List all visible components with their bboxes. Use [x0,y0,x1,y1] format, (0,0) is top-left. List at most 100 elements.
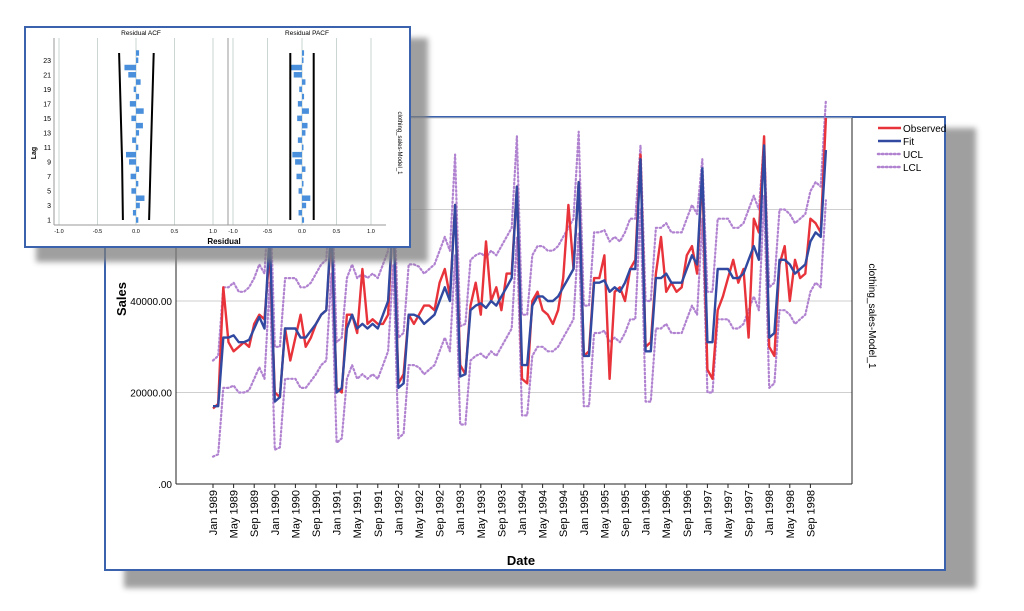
residual-bar [295,159,302,165]
series-line-fit [213,144,828,408]
x-tick-label: Sep 1997 [744,490,756,537]
residual-row-label: clothing_sales-Model_1 [396,111,402,175]
residual-bar [296,173,302,180]
residual-acf-pacf-panel: 1 3 5 7 9 11 13 15 17 19 21 23 Residual ACF -1.0 -0.5 0… [24,26,411,248]
legend-label-ucl: UCL [903,150,923,161]
residual-bar [302,108,309,114]
residual-bar [136,195,145,201]
residual-axis-label: Residual [207,237,240,246]
residual-bar [136,180,139,187]
residual-tick-label: -0.5 [263,229,272,235]
lag-tick-label: 17 [43,101,51,108]
legend-label-lcl: LCL [903,163,922,174]
x-tick-label: May 1994 [538,490,550,538]
y-axis-label: Sales [114,282,129,316]
x-axis-label: Date [507,553,535,568]
residual-bar [136,217,139,223]
x-tick-label: Sep 1990 [311,490,323,537]
residual-bar [299,86,302,93]
panel-residual-pacf: Residual PACF -1.0 -0.5 0.0 0.5 1.0 [227,30,386,235]
residual-tick-label: 0.0 [298,229,306,235]
residual-tick-label: 0.0 [132,229,140,235]
residual-bar [302,50,305,56]
x-tick-label: Jan 1998 [764,490,776,535]
residual-bar [132,137,136,143]
x-tick-label: Sep 1992 [435,490,447,537]
x-tick-label: Jan 1994 [517,490,529,535]
x-tick-label: Jan 1989 [208,490,220,535]
residual-bar [293,72,302,78]
residual-bar [133,86,136,93]
x-tick-label: Jan 1997 [702,490,714,535]
x-tick-label: Jan 1993 [455,490,467,535]
residual-bar [131,115,136,122]
x-tick-label: May 1997 [723,490,735,538]
residual-tick-label: -0.5 [93,229,102,235]
lag-tick-label: 9 [47,159,51,166]
lag-tick-label: 11 [44,145,51,152]
residual-bar [136,144,139,151]
residual-tick-label: 1.0 [209,229,217,235]
x-tick-label: Sep 1996 [682,490,694,537]
residual-bar [136,166,140,172]
x-tick-label: Jan 1992 [393,490,405,535]
panel-residual-acf: Residual ACF -1.0 -0.5 0.0 0.5 1.0 [53,30,228,235]
y-tick-label: 20000.00 [130,389,172,400]
x-tick-labels: Jan 1989 May 1989 Sep 1989 Jan 1990 May 1990… [208,484,817,538]
residual-bar [302,166,306,172]
x-tick-label: May 1993 [476,490,488,538]
residual-bar [136,57,139,64]
residual-bar [298,188,302,194]
residual-bar [302,130,306,136]
residual-bar [131,188,136,194]
x-tick-label: Sep 1994 [558,490,570,537]
legend: Observed Fit UCL LCL [876,124,946,174]
x-tick-label: May 1991 [352,490,364,538]
series-line-ucl [211,98,828,362]
residual-bar [289,64,302,71]
residual-bar [302,93,305,100]
x-tick-label: Jan 1995 [579,490,591,535]
lag-tick-label: 5 [47,188,51,195]
legend-label-observed: Observed [903,124,946,135]
residual-bar [302,217,305,223]
lag-tick-label: 23 [43,58,51,65]
residual-tick-label: -1.0 [228,229,237,235]
residual-bar [128,72,136,78]
residual-bar [136,79,141,85]
x-tick-label: Sep 1995 [620,490,632,537]
x-tick-label: Sep 1991 [373,490,385,537]
residual-bar [129,159,136,165]
residual-bar [129,101,136,107]
lag-tick-label: 19 [43,87,51,94]
residual-bar [136,50,140,56]
y-tick-label: .00 [158,480,172,491]
residual-bar [136,202,140,209]
panel-title: Residual ACF [121,30,161,37]
lag-tick-label: 7 [47,174,51,181]
residual-tick-label: 1.0 [367,229,375,235]
residual-bar [132,209,136,216]
x-tick-label: May 1998 [785,490,797,538]
x-tick-label: May 1996 [661,490,673,538]
residual-tick-label: 0.5 [333,229,341,235]
residual-bar [130,173,136,180]
lag-tick-label: 1 [47,218,51,225]
x-tick-label: May 1989 [229,490,241,538]
series-lines [211,98,828,458]
residual-tick-label: 0.5 [171,229,179,235]
residual-bar [302,122,308,129]
panel-title: Residual PACF [285,30,329,37]
upper-confidence-limit [148,52,155,221]
residual-bar [292,151,302,158]
residual-tick-label: -1.0 [54,229,63,235]
residual-bar [297,137,302,143]
x-tick-label: Jan 1990 [270,490,282,535]
residual-bar [125,151,136,158]
residual-bar [302,57,304,64]
residual-bar [298,209,302,216]
legend-label-fit: Fit [903,137,914,148]
